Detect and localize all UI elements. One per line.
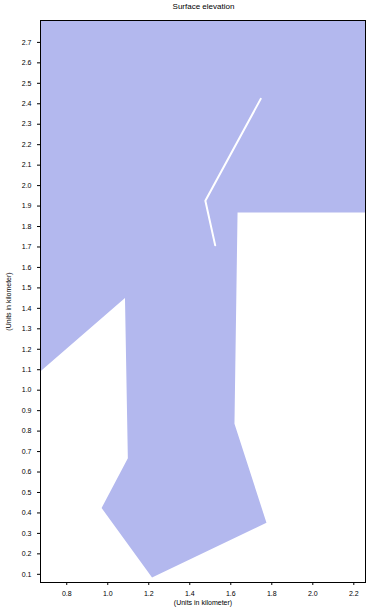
svg-text:0.3: 0.3 xyxy=(22,530,32,537)
svg-text:1.1: 1.1 xyxy=(22,366,32,373)
svg-text:1.2: 1.2 xyxy=(144,590,154,597)
svg-text:1.6: 1.6 xyxy=(22,264,32,271)
svg-text:0.8: 0.8 xyxy=(62,590,72,597)
svg-text:2.7: 2.7 xyxy=(22,39,32,46)
svg-text:2.3: 2.3 xyxy=(22,120,32,127)
svg-text:1.4: 1.4 xyxy=(22,305,32,312)
svg-text:2.1: 2.1 xyxy=(22,161,32,168)
svg-text:1.6: 1.6 xyxy=(226,590,236,597)
svg-text:2.2: 2.2 xyxy=(22,141,32,148)
svg-text:1.7: 1.7 xyxy=(22,243,32,250)
svg-text:0.9: 0.9 xyxy=(22,407,32,414)
svg-text:0.1: 0.1 xyxy=(22,571,32,578)
svg-text:0.6: 0.6 xyxy=(22,468,32,475)
svg-text:2.6: 2.6 xyxy=(22,59,32,66)
svg-text:1.0: 1.0 xyxy=(22,386,32,393)
svg-text:0.5: 0.5 xyxy=(22,489,32,496)
svg-text:1.8: 1.8 xyxy=(22,223,32,230)
svg-text:2.4: 2.4 xyxy=(22,100,32,107)
svg-text:1.3: 1.3 xyxy=(22,325,32,332)
svg-text:1.5: 1.5 xyxy=(22,284,32,291)
svg-text:2.2: 2.2 xyxy=(349,590,359,597)
svg-text:2.5: 2.5 xyxy=(22,80,32,87)
svg-text:2.0: 2.0 xyxy=(22,182,32,189)
svg-text:1.0: 1.0 xyxy=(103,590,113,597)
svg-text:1.9: 1.9 xyxy=(22,202,32,209)
svg-text:1.4: 1.4 xyxy=(185,590,195,597)
svg-text:0.2: 0.2 xyxy=(22,550,32,557)
svg-text:0.7: 0.7 xyxy=(22,448,32,455)
svg-text:1.2: 1.2 xyxy=(22,346,32,353)
svg-text:(Units in kilometer): (Units in kilometer) xyxy=(5,272,13,330)
svg-text:1.8: 1.8 xyxy=(267,590,277,597)
svg-text:0.8: 0.8 xyxy=(22,427,32,434)
svg-text:(Units in kilometer): (Units in kilometer) xyxy=(174,599,232,607)
svg-text:2.0: 2.0 xyxy=(308,590,318,597)
svg-text:0.4: 0.4 xyxy=(22,509,32,516)
html-text:Surface elevation: Surface elevation xyxy=(172,2,235,11)
